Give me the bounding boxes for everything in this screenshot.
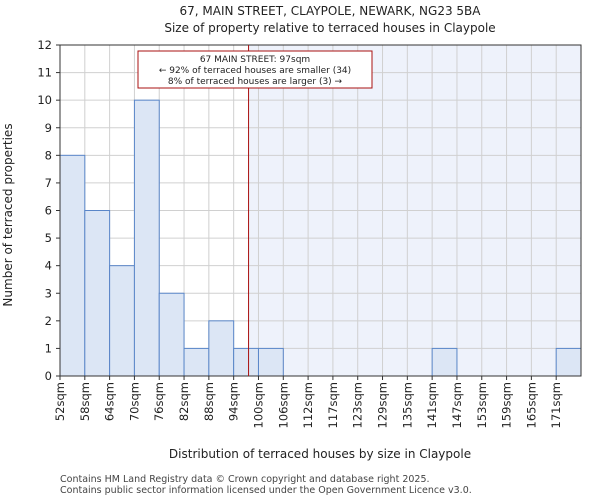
bar-52sqm — [59, 154, 86, 377]
y-tick-label: 10 — [37, 93, 52, 107]
chart-title: 67, MAIN STREET, CLAYPOLE, NEWARK, NG23 … — [180, 4, 482, 18]
annotation-line-2: ← 92% of terraced houses are smaller (34… — [159, 66, 351, 76]
footer-line-2: Contains public sector information licen… — [60, 485, 472, 496]
x-axis-label: Distribution of terraced houses by size … — [169, 447, 471, 461]
y-tick-label: 5 — [45, 231, 52, 245]
x-tick-label: 165sqm — [524, 382, 538, 428]
plot-frame — [59, 44, 582, 377]
footer-line-1: Contains HM Land Registry data © Crown c… — [60, 474, 430, 485]
y-axis-label: Number of terraced properties — [1, 123, 15, 306]
bar-58sqm — [84, 210, 111, 377]
x-tick-label: 112sqm — [301, 382, 315, 428]
y-tick-label: 11 — [37, 66, 52, 80]
bar-94sqm — [233, 347, 259, 377]
bar-141sqm — [431, 347, 458, 377]
x-tick-label: 64sqm — [103, 382, 117, 421]
x-tick-label: 94sqm — [227, 382, 241, 421]
x-tick-label: 159sqm — [500, 382, 514, 428]
bar-70sqm — [133, 99, 160, 377]
x-tick-label: 76sqm — [152, 382, 166, 421]
x-tick-label: 100sqm — [251, 382, 265, 428]
x-tick-label: 52sqm — [53, 382, 67, 421]
annotation-box — [137, 50, 373, 89]
x-tick-label: 135sqm — [400, 382, 414, 428]
x-tick-label: 141sqm — [425, 382, 439, 428]
y-tick-label: 1 — [45, 341, 52, 355]
bar-88sqm — [208, 320, 235, 377]
x-tick-label: 129sqm — [376, 382, 390, 428]
x-tick-label: 58sqm — [78, 382, 92, 421]
y-tick-label: 2 — [45, 314, 52, 328]
x-tick-label: 70sqm — [127, 382, 141, 421]
y-tick-label: 7 — [45, 176, 52, 190]
bar-171sqm — [555, 347, 582, 377]
y-tick-label: 0 — [45, 369, 52, 383]
y-tick-label: 4 — [45, 259, 52, 273]
x-tick-label: 147sqm — [450, 382, 464, 428]
x-tick-label: 117sqm — [326, 382, 340, 428]
x-tick-label: 106sqm — [276, 382, 290, 428]
annotation-line-1: 67 MAIN STREET: 97sqm — [200, 55, 310, 65]
x-tick-label: 82sqm — [177, 382, 191, 421]
x-tick-label: 171sqm — [549, 382, 563, 428]
bar-82sqm — [183, 347, 210, 377]
y-tick-label: 3 — [45, 286, 52, 300]
x-tick-label: 153sqm — [475, 382, 489, 428]
chart-subtitle: Size of property relative to terraced ho… — [164, 21, 495, 35]
x-tick-label: 123sqm — [351, 382, 365, 428]
y-tick-label: 12 — [37, 38, 52, 52]
bar-64sqm — [109, 265, 135, 377]
y-tick-label: 8 — [45, 148, 52, 162]
annotation-line-3: 8% of terraced houses are larger (3) → — [168, 77, 343, 87]
bar-76sqm — [158, 292, 185, 377]
y-tick-label: 6 — [45, 204, 52, 218]
x-tick-label: 88sqm — [202, 382, 216, 421]
bar-100sqm — [257, 347, 284, 377]
y-tick-label: 9 — [45, 121, 52, 135]
